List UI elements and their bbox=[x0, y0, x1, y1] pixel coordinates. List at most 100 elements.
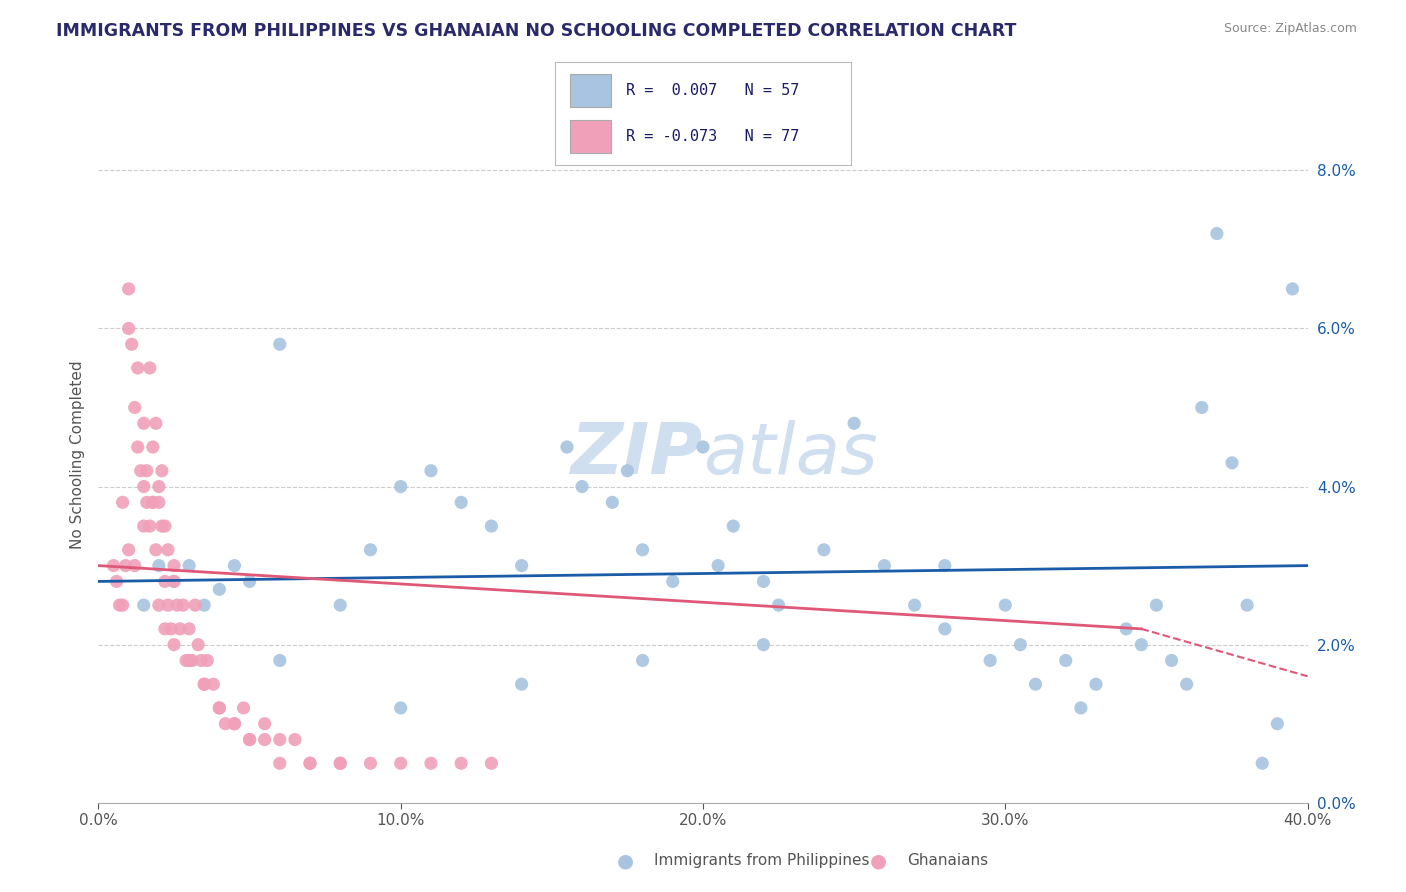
Point bbox=[979, 653, 1001, 667]
Point bbox=[208, 582, 231, 597]
Point bbox=[153, 519, 176, 533]
Point bbox=[253, 732, 276, 747]
Point bbox=[153, 574, 176, 589]
Point bbox=[118, 321, 141, 335]
Point bbox=[360, 542, 382, 557]
Point bbox=[253, 716, 276, 731]
Point bbox=[1220, 456, 1243, 470]
Point bbox=[166, 598, 188, 612]
Point bbox=[631, 653, 654, 667]
Point bbox=[1206, 227, 1229, 241]
Point bbox=[114, 558, 136, 573]
Point bbox=[121, 337, 143, 351]
Bar bbox=[571, 74, 612, 106]
Point bbox=[994, 598, 1017, 612]
Point bbox=[873, 558, 896, 573]
Point bbox=[1070, 701, 1092, 715]
Point bbox=[193, 677, 215, 691]
Point bbox=[450, 495, 472, 509]
Point bbox=[150, 464, 173, 478]
Point bbox=[1281, 282, 1303, 296]
Point bbox=[179, 558, 201, 573]
Point bbox=[934, 622, 956, 636]
Point bbox=[239, 732, 262, 747]
Point bbox=[142, 495, 165, 509]
Point bbox=[602, 495, 624, 509]
Point bbox=[139, 360, 162, 375]
Point bbox=[135, 495, 157, 509]
Point bbox=[169, 622, 191, 636]
Point bbox=[181, 653, 204, 667]
Point bbox=[111, 495, 134, 509]
Point bbox=[420, 464, 443, 478]
Text: ●: ● bbox=[870, 851, 887, 871]
Point bbox=[707, 558, 730, 573]
Text: ●: ● bbox=[617, 851, 634, 871]
Point bbox=[389, 479, 412, 493]
Point bbox=[232, 701, 254, 715]
Point bbox=[202, 677, 225, 691]
Point bbox=[160, 622, 183, 636]
Text: Ghanaians: Ghanaians bbox=[907, 854, 988, 868]
Point bbox=[193, 598, 215, 612]
Point bbox=[1236, 598, 1258, 612]
Point bbox=[813, 542, 835, 557]
Point bbox=[127, 360, 149, 375]
Point bbox=[105, 574, 128, 589]
Text: Source: ZipAtlas.com: Source: ZipAtlas.com bbox=[1223, 22, 1357, 36]
Point bbox=[1175, 677, 1198, 691]
Point bbox=[187, 638, 209, 652]
Point bbox=[329, 756, 352, 771]
Point bbox=[904, 598, 927, 612]
Point bbox=[132, 519, 155, 533]
Point bbox=[135, 464, 157, 478]
Point bbox=[148, 558, 170, 573]
Point bbox=[1160, 653, 1182, 667]
Point bbox=[108, 598, 131, 612]
Point bbox=[103, 558, 125, 573]
Point bbox=[616, 464, 638, 478]
Point bbox=[752, 574, 775, 589]
Point bbox=[571, 479, 593, 493]
Point bbox=[142, 440, 165, 454]
Point bbox=[631, 542, 654, 557]
Point bbox=[1251, 756, 1274, 771]
Text: ZIP: ZIP bbox=[571, 420, 703, 490]
Point bbox=[132, 479, 155, 493]
Text: R =  0.007   N = 57: R = 0.007 N = 57 bbox=[626, 83, 800, 97]
Point bbox=[118, 282, 141, 296]
Point bbox=[148, 495, 170, 509]
Point bbox=[329, 598, 352, 612]
Point bbox=[389, 756, 412, 771]
Point bbox=[555, 440, 578, 454]
Bar bbox=[571, 120, 612, 153]
Point bbox=[148, 479, 170, 493]
Point bbox=[111, 598, 134, 612]
Point bbox=[239, 732, 262, 747]
Point bbox=[195, 653, 218, 667]
Point bbox=[450, 756, 472, 771]
Point bbox=[420, 756, 443, 771]
Point bbox=[662, 574, 685, 589]
Point bbox=[224, 716, 246, 731]
Point bbox=[1130, 638, 1153, 652]
Point bbox=[510, 677, 533, 691]
Point bbox=[224, 716, 246, 731]
Point bbox=[163, 638, 186, 652]
Point bbox=[172, 598, 194, 612]
Point bbox=[124, 558, 146, 573]
Point bbox=[224, 558, 246, 573]
Point bbox=[118, 542, 141, 557]
Point bbox=[132, 417, 155, 431]
Point bbox=[193, 677, 215, 691]
Point bbox=[127, 440, 149, 454]
Point bbox=[934, 558, 956, 573]
Point bbox=[208, 701, 231, 715]
Point bbox=[269, 653, 291, 667]
Text: atlas: atlas bbox=[703, 420, 877, 490]
Point bbox=[142, 495, 165, 509]
Text: R = -0.073   N = 77: R = -0.073 N = 77 bbox=[626, 128, 800, 144]
Point bbox=[1024, 677, 1046, 691]
Point bbox=[214, 716, 236, 731]
Point bbox=[163, 574, 186, 589]
